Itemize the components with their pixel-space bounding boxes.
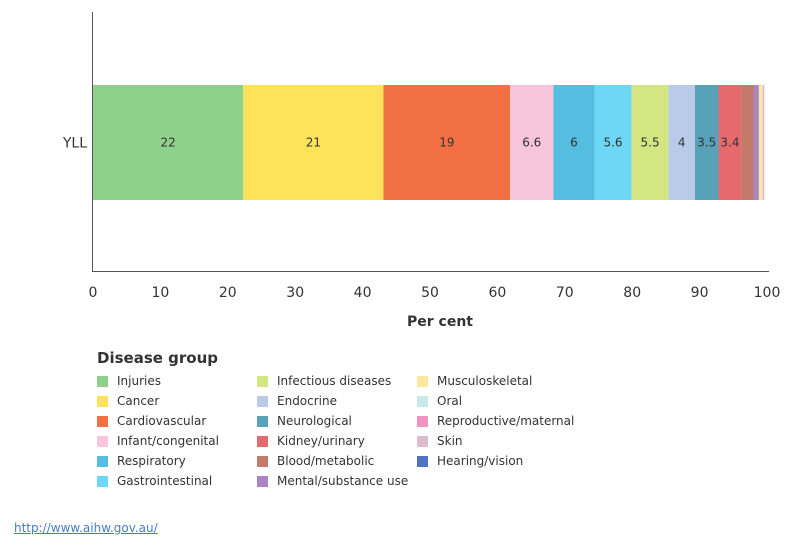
legend-label: Infectious diseases: [277, 374, 392, 388]
bar-respiratory: [553, 85, 595, 200]
legend-swatch: [257, 455, 268, 467]
data-label-endocrine: 4: [678, 136, 686, 150]
bar-segments: 22 21 19 6.6 6 5.6 5.5 4 3.5 3.4: [93, 85, 765, 200]
legend-item-infectious-diseases[interactable]: Infectious diseases: [257, 371, 417, 391]
x-tick-label: 90: [691, 285, 709, 301]
legend-swatch: [257, 395, 268, 407]
data-label-infant-congenital: 6.6: [522, 136, 541, 150]
bar-oral: [762, 85, 763, 200]
bar-endocrine: [668, 85, 695, 200]
category-label: YLL: [62, 136, 87, 152]
legend-item-neurological[interactable]: Neurological: [257, 411, 417, 431]
x-tick-label: 0: [89, 285, 98, 301]
data-label-gastrointestinal: 5.6: [603, 136, 622, 150]
legend-label: Injuries: [117, 374, 161, 388]
legend-label: Infant/congenital: [117, 434, 219, 448]
bar-kidney-urinary: [718, 85, 742, 200]
legend-item-hearing-vision[interactable]: Hearing/vision: [417, 451, 587, 471]
legend-swatch: [257, 415, 268, 427]
legend-label: Blood/metabolic: [277, 454, 375, 468]
legend-swatch: [97, 375, 108, 387]
legend-label: Reproductive/maternal: [437, 414, 575, 428]
x-tick-label: 20: [219, 285, 237, 301]
bar-infant-congenital: [510, 85, 554, 200]
legend-title: Disease group: [97, 349, 218, 367]
x-axis-title: Per cent: [407, 314, 473, 330]
legend-swatch: [97, 415, 108, 427]
x-tick-label: 40: [354, 285, 372, 301]
legend-swatch: [417, 395, 428, 407]
bar-injuries: [93, 85, 244, 200]
x-tick-label: 100: [754, 285, 781, 301]
bar-blood-metabolic: [741, 85, 754, 200]
data-label-cancer: 21: [306, 136, 321, 150]
data-label-injuries: 22: [161, 136, 176, 150]
bar-cardiovascular: [383, 85, 511, 200]
legend-label: Neurological: [277, 414, 352, 428]
bar-mental-substance-use: [753, 85, 759, 200]
legend-swatch: [97, 475, 108, 487]
bar-gastrointestinal: [594, 85, 632, 200]
legend-label: Cardiovascular: [117, 414, 207, 428]
legend-label: Respiratory: [117, 454, 186, 468]
legend-swatch: [257, 435, 268, 447]
legend-label: Cancer: [117, 394, 160, 408]
bar-skin: [763, 85, 765, 200]
legend-swatch: [417, 415, 428, 427]
legend-item-oral[interactable]: Oral: [417, 391, 587, 411]
legend-item-injuries[interactable]: Injuries: [97, 371, 257, 391]
legend-label: Endocrine: [277, 394, 337, 408]
legend-item-respiratory[interactable]: Respiratory: [97, 451, 257, 471]
legend-label: Gastrointestinal: [117, 474, 213, 488]
x-tick-label: 50: [421, 285, 439, 301]
data-label-respiratory: 6: [570, 136, 578, 150]
bar-musculoskeletal: [758, 85, 763, 200]
data-label-kidney-urinary: 3.4: [720, 136, 739, 150]
x-tick-label: 60: [488, 285, 506, 301]
legend-item-reproductive-maternal[interactable]: Reproductive/maternal: [417, 411, 587, 431]
legend-item-cancer[interactable]: Cancer: [97, 391, 257, 411]
legend-item-mental-substance-use[interactable]: Mental/substance use: [257, 471, 417, 491]
bar-infectious-diseases: [631, 85, 669, 200]
legend-label: Kidney/urinary: [277, 434, 365, 448]
legend-swatch: [417, 375, 428, 387]
legend-item-cardiovascular[interactable]: Cardiovascular: [97, 411, 257, 431]
legend-item-kidney-urinary[interactable]: Kidney/urinary: [257, 431, 417, 451]
bar-cancer: [243, 85, 384, 200]
legend-swatch: [417, 455, 428, 467]
legend-swatch: [97, 395, 108, 407]
legend-items: Injuries Cancer Cardiovascular Infant/conge…: [97, 371, 587, 491]
legend-item-blood-metabolic[interactable]: Blood/metabolic: [257, 451, 417, 471]
legend-item-gastrointestinal[interactable]: Gastrointestinal: [97, 471, 257, 491]
legend-label: Oral: [437, 394, 463, 408]
x-tick-label: 70: [556, 285, 574, 301]
legend-swatch: [97, 455, 108, 467]
legend-item-endocrine[interactable]: Endocrine: [257, 391, 417, 411]
legend-swatch: [417, 435, 428, 447]
legend: Disease group Injuries Cancer Cardiovascul…: [97, 349, 587, 491]
bar-reproductive-maternal: [762, 85, 764, 200]
legend-item-skin[interactable]: Skin: [417, 431, 587, 451]
x-tick-label: 80: [623, 285, 641, 301]
legend-label: Mental/substance use: [277, 474, 409, 488]
source-link[interactable]: http://www.aihw.gov.au/: [14, 521, 158, 535]
data-label-infectious-diseases: 5.5: [641, 136, 660, 150]
x-tick-label: 30: [286, 285, 304, 301]
legend-label: Hearing/vision: [437, 454, 524, 468]
bar-neurological: [694, 85, 719, 200]
stacked-bar-chart: 22 21 19 6.6 6 5.6 5.5 4 3.5 3.4 0 10 20 30 40 50 60 70 8…: [62, 12, 781, 330]
data-label-cardiovascular: 19: [439, 136, 454, 150]
legend-label: Skin: [437, 434, 463, 448]
legend-swatch: [97, 435, 108, 447]
category-labels: YLL: [62, 136, 87, 152]
data-label-neurological: 3.5: [697, 136, 716, 150]
x-tick-labels: 0 10 20 30 40 50 60 70 80 90 100: [89, 285, 781, 301]
legend-item-musculoskeletal[interactable]: Musculoskeletal: [417, 371, 587, 391]
legend-swatch: [257, 375, 268, 387]
x-tick-label: 10: [151, 285, 169, 301]
legend-label: Musculoskeletal: [437, 374, 533, 388]
legend-swatch: [257, 475, 268, 487]
legend-item-infant-congenital[interactable]: Infant/congenital: [97, 431, 257, 451]
